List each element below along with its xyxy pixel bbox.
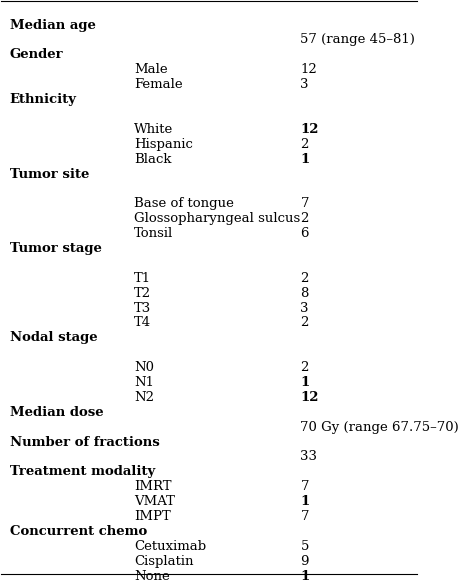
Text: Male: Male [134,63,168,76]
Text: 1: 1 [301,570,310,583]
Text: 2: 2 [301,137,309,151]
Text: 57 (range 45–81): 57 (range 45–81) [301,33,415,46]
Text: 6: 6 [301,227,309,240]
Text: N0: N0 [134,361,155,374]
Text: 12: 12 [301,123,319,136]
Text: Glossopharyngeal sulcus: Glossopharyngeal sulcus [134,212,301,225]
Text: 5: 5 [301,540,309,553]
Text: 12: 12 [301,63,317,76]
Text: N1: N1 [134,376,155,389]
Text: 1: 1 [301,495,310,508]
Text: 7: 7 [301,480,309,493]
Text: Female: Female [134,78,183,91]
Text: Tumor site: Tumor site [9,167,89,181]
Text: 33: 33 [301,450,318,463]
Text: 70 Gy (range 67.75–70): 70 Gy (range 67.75–70) [301,421,459,433]
Text: Nodal stage: Nodal stage [9,331,97,345]
Text: Gender: Gender [9,49,64,61]
Text: Median age: Median age [9,19,96,32]
Text: 2: 2 [301,316,309,329]
Text: Ethnicity: Ethnicity [9,93,77,106]
Text: 7: 7 [301,510,309,523]
Text: Cisplatin: Cisplatin [134,555,194,567]
Text: IMPT: IMPT [134,510,171,523]
Text: None: None [134,570,170,583]
Text: T1: T1 [134,272,151,285]
Text: 1: 1 [301,153,310,166]
Text: 8: 8 [301,287,309,300]
Text: Treatment modality: Treatment modality [9,466,155,479]
Text: IMRT: IMRT [134,480,172,493]
Text: 1: 1 [301,376,310,389]
Text: Median dose: Median dose [9,406,103,419]
Text: Tonsil: Tonsil [134,227,173,240]
Text: 2: 2 [301,272,309,285]
Text: Number of fractions: Number of fractions [9,436,159,449]
Text: 2: 2 [301,361,309,374]
Text: 7: 7 [301,197,309,210]
Text: Hispanic: Hispanic [134,137,193,151]
Text: 9: 9 [301,555,309,567]
Text: T3: T3 [134,301,152,315]
Text: Cetuximab: Cetuximab [134,540,206,553]
Text: 3: 3 [301,301,309,315]
Text: Base of tongue: Base of tongue [134,197,234,210]
Text: Tumor stage: Tumor stage [9,242,101,255]
Text: T4: T4 [134,316,151,329]
Text: 3: 3 [301,78,309,91]
Text: 2: 2 [301,212,309,225]
Text: T2: T2 [134,287,151,300]
Text: N2: N2 [134,391,155,404]
Text: White: White [134,123,173,136]
Text: 12: 12 [301,391,319,404]
Text: Concurrent chemo: Concurrent chemo [9,525,147,538]
Text: VMAT: VMAT [134,495,175,508]
Text: Black: Black [134,153,172,166]
